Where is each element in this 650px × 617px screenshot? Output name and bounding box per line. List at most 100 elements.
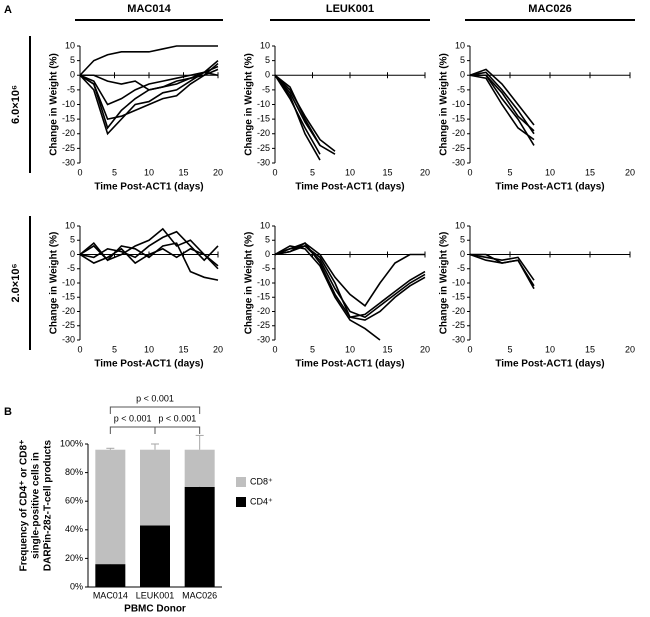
error-bar (106, 447, 115, 450)
p-value: p < 0.001 (114, 413, 152, 423)
y-tick-label: -30 (452, 334, 465, 344)
y-tick-label: -25 (62, 143, 75, 153)
weight-line (274, 245, 426, 319)
p-value: p < 0.001 (158, 413, 196, 423)
y-tick-label: -25 (452, 320, 465, 330)
x-tick-label: MAC026 (182, 590, 217, 600)
y-tick-label: 10 (260, 220, 270, 230)
y-tick-label: 5 (265, 235, 270, 245)
x-tick-label: MAC014 (93, 590, 128, 600)
y-tick-label: 40% (65, 524, 83, 534)
y-tick-label: 60% (65, 496, 83, 506)
y-axis-label: Change in Weight (%) (244, 53, 255, 156)
x-tick-label: 15 (178, 167, 188, 177)
y-tick-label: 20% (65, 553, 83, 563)
y-tick-label: -25 (257, 143, 270, 153)
y-tick-label: -15 (62, 114, 75, 124)
x-tick-label: 10 (345, 344, 355, 354)
x-tick-label: 20 (420, 344, 430, 354)
weight-line (469, 68, 535, 126)
bar-segment (95, 449, 126, 565)
x-tick-label: 20 (625, 344, 635, 354)
weight-line (79, 60, 219, 136)
y-tick-label: -20 (62, 128, 75, 138)
y-axis-label: Change in Weight (%) (49, 232, 60, 335)
weight-line (80, 71, 219, 91)
y-tick-label: 5 (70, 55, 75, 65)
bar-segment (184, 486, 215, 587)
weight-line (274, 245, 426, 319)
significance-bracket (154, 426, 201, 434)
x-axis-label: Time Post-ACT1 (days) (94, 359, 203, 370)
y-tick-label: -25 (452, 143, 465, 153)
x-tick-label: 0 (467, 344, 472, 354)
y-tick-label: 0 (460, 249, 465, 259)
x-tick-label: 15 (585, 167, 595, 177)
y-axis-label: Change in Weight (%) (244, 232, 255, 335)
row-label: 6.0×10⁶ (10, 85, 22, 124)
y-tick-label: 0 (265, 70, 270, 80)
y-tick-label: -15 (452, 292, 465, 302)
error-bar (151, 443, 159, 450)
y-tick-label: -30 (452, 157, 465, 167)
column-title: MAC014 (127, 3, 171, 15)
x-tick-label: 10 (545, 344, 555, 354)
y-tick-label: -5 (67, 263, 75, 273)
x-axis-label: Time Post-ACT1 (days) (295, 182, 404, 193)
x-tick-label: LEUK001 (136, 590, 175, 600)
x-axis-label: Time Post-ACT1 (days) (495, 182, 604, 193)
significance-bracket (109, 426, 156, 434)
error-bar (195, 434, 204, 450)
weight-line (469, 71, 535, 135)
y-axis-label: single-positive cells in (31, 452, 42, 559)
legend-swatch (236, 477, 246, 487)
y-tick-label: -15 (257, 292, 270, 302)
y-axis-label: Frequency of CD4⁺ or CD8⁺ (19, 440, 30, 572)
weight-line (470, 253, 535, 290)
y-tick-label: 10 (455, 220, 465, 230)
weight-line (274, 245, 381, 341)
weight-line (79, 62, 219, 121)
y-tick-label: -5 (262, 263, 270, 273)
y-tick-label: -30 (257, 334, 270, 344)
x-tick-label: 5 (507, 167, 512, 177)
y-tick-label: -30 (62, 334, 75, 344)
x-tick-label: 10 (545, 167, 555, 177)
x-tick-label: 10 (144, 167, 154, 177)
y-tick-label: 0 (70, 249, 75, 259)
x-axis-label: PBMC Donor (124, 604, 186, 615)
y-tick-label: -25 (257, 320, 270, 330)
x-axis-label: Time Post-ACT1 (days) (295, 359, 404, 370)
x-tick-label: 20 (213, 167, 223, 177)
y-tick-label: 80% (65, 467, 83, 477)
y-tick-label: 0 (460, 70, 465, 80)
x-tick-label: 0 (272, 344, 277, 354)
y-tick-label: 0 (265, 249, 270, 259)
weight-line (470, 74, 535, 146)
weight-line (79, 45, 218, 76)
panel-label: A (4, 4, 12, 16)
y-tick-label: 0 (70, 70, 75, 80)
y-tick-label: -5 (457, 263, 465, 273)
x-tick-label: 5 (507, 344, 512, 354)
y-tick-label: -25 (62, 320, 75, 330)
y-tick-label: 10 (260, 40, 270, 50)
y-tick-label: -20 (257, 306, 270, 316)
y-tick-label: -30 (257, 157, 270, 167)
y-tick-label: -10 (452, 277, 465, 287)
weight-line (79, 241, 219, 281)
y-tick-label: 5 (265, 55, 270, 65)
y-tick-label: 10 (65, 220, 75, 230)
y-axis-label: Change in Weight (%) (49, 53, 60, 156)
x-axis-label: Time Post-ACT1 (days) (94, 182, 203, 193)
significance-bracket (109, 406, 201, 414)
column-title: LEUK001 (326, 3, 374, 15)
x-tick-label: 0 (467, 167, 472, 177)
y-tick-label: -20 (452, 128, 465, 138)
column-title: MAC026 (528, 3, 571, 15)
bar-segment (140, 449, 170, 526)
weight-line (469, 253, 535, 281)
y-tick-label: 10 (455, 40, 465, 50)
y-tick-label: -15 (62, 292, 75, 302)
